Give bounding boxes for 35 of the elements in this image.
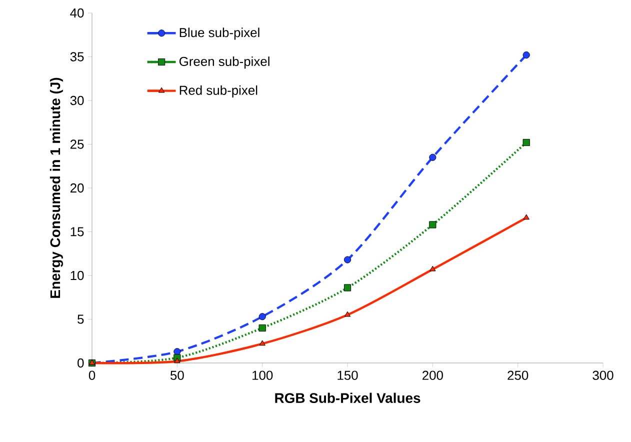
point (522, 138, 530, 146)
x-tick-label: 0 (88, 370, 96, 380)
legend-label: Green sub-pixel (179, 56, 270, 69)
y-tick-label: 25 (70, 140, 84, 149)
x-tick-label: 250 (508, 370, 528, 380)
x-tick-label: 150 (338, 370, 358, 380)
y-tick-label: 0 (78, 358, 84, 368)
y-tick-label: 30 (70, 96, 84, 106)
y-tick-label: 15 (70, 227, 84, 236)
point (259, 340, 266, 346)
point (522, 51, 530, 59)
x-tick-label: 100 (252, 370, 273, 380)
y-tick-label: 10 (70, 270, 84, 280)
point (174, 348, 181, 356)
point (258, 313, 266, 320)
point (429, 154, 436, 161)
x-tick-label: 300 (592, 370, 614, 380)
x-axis-title: RGB Sub-Pixel Values (275, 392, 420, 404)
y-axis-title: Energy Consumed in 1 minute (J) (50, 78, 63, 298)
point (174, 358, 180, 364)
point (430, 266, 436, 272)
legend-label: Blue sub-pixel (180, 28, 260, 40)
point (258, 324, 266, 332)
y-tick-label: 35 (70, 52, 84, 62)
y-tick-label: 5 (78, 314, 84, 324)
y-tick-label: 40 (70, 8, 84, 18)
point (344, 284, 352, 292)
point (523, 214, 530, 220)
legend-label: Red sub-pixel (180, 85, 258, 98)
x-tick-label: 200 (422, 370, 443, 380)
point (344, 311, 351, 317)
y-tick-label: 20 (70, 183, 84, 193)
point (344, 256, 352, 264)
point (429, 221, 436, 228)
x-tick-label: 50 (170, 370, 184, 380)
